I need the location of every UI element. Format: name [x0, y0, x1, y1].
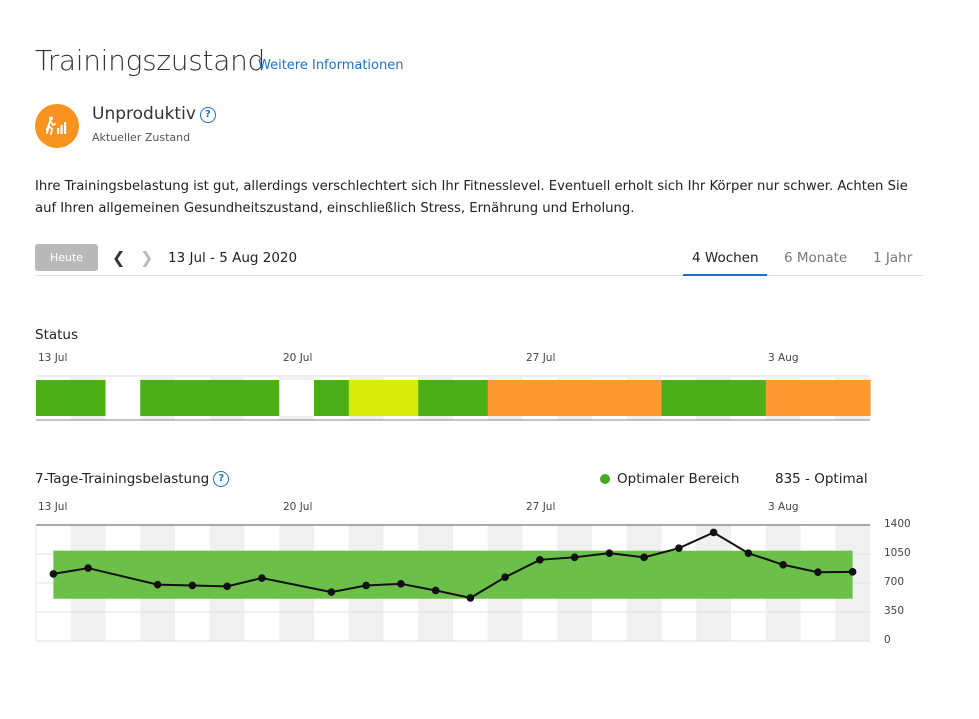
load-chart-label: 7-Tage-Trainingsbelastung? — [35, 471, 230, 487]
status-chart-label: Status — [35, 327, 79, 343]
y-tick-label: 700 — [884, 576, 905, 588]
status-day-bar — [36, 380, 72, 416]
load-week-label: 13 Jul — [38, 501, 68, 513]
y-tick-label: 0 — [884, 634, 891, 646]
status-subtitle: Aktueller Zustand — [92, 131, 191, 144]
status-day-bar — [731, 380, 767, 416]
legend-optimal-dot — [600, 474, 610, 484]
load-data-point — [605, 549, 614, 557]
status-day-bar — [70, 380, 107, 416]
status-day-bar — [418, 380, 454, 416]
status-day-bar — [140, 380, 176, 416]
y-tick-label: 1400 — [884, 518, 911, 530]
load-data-point — [779, 560, 787, 569]
load-data-point — [153, 580, 162, 589]
load-data-point — [848, 568, 857, 576]
status-day-bar — [348, 380, 385, 416]
running-person-bars-icon — [46, 116, 67, 135]
status-name-text: Unproduktiv — [92, 104, 196, 124]
today-button[interactable]: Heute — [35, 244, 98, 271]
load-data-point — [744, 549, 753, 557]
load-data-point — [814, 568, 822, 577]
status-day-bar — [800, 380, 836, 416]
status-name: Unproduktiv? — [92, 104, 216, 124]
status-description: Ihre Trainingsbelastung ist gut, allerdi… — [35, 179, 908, 216]
help-icon[interactable]: ? — [213, 471, 230, 487]
load-data-point — [49, 570, 58, 578]
load-data-point — [431, 586, 440, 595]
more-info-link[interactable]: Weitere Informationen — [258, 58, 404, 73]
load-data-point — [223, 582, 231, 591]
load-data-point — [570, 553, 579, 562]
status-day-bar — [592, 380, 628, 416]
status-day-bar — [244, 380, 280, 416]
tab-4-weeks[interactable]: 4 Wochen — [692, 250, 759, 266]
load-data-point — [84, 564, 92, 572]
status-day-bar — [835, 380, 871, 416]
load-data-point — [362, 581, 370, 590]
load-data-point — [501, 573, 509, 581]
load-data-point — [640, 553, 648, 562]
date-range: 13 Jul - 5 Aug 2020 — [168, 250, 298, 266]
chevron-left-icon[interactable]: ❮ — [112, 248, 126, 267]
status-day-bar — [522, 380, 558, 416]
load-series-line — [53, 531, 853, 599]
status-week-label: 13 Jul — [38, 352, 68, 364]
active-tab-indicator — [683, 274, 767, 276]
status-week-label: 27 Jul — [526, 352, 556, 364]
load-data-point — [536, 556, 544, 564]
status-week-label: 20 Jul — [283, 352, 313, 364]
status-day-bar — [487, 380, 524, 416]
status-day-bar — [105, 380, 141, 416]
load-data-point — [188, 581, 197, 590]
load-chart-label-text: 7-Tage-Trainingsbelastung — [35, 471, 210, 487]
load-data-point — [466, 594, 475, 602]
status-week-label: 3 Aug — [768, 352, 799, 364]
load-data-point — [397, 580, 405, 588]
load-data-point — [258, 574, 266, 582]
status-badge — [35, 104, 79, 148]
tab-1-year[interactable]: 1 Jahr — [873, 250, 913, 266]
status-day-bar — [279, 380, 315, 416]
page-title: Trainingszustand — [35, 44, 265, 77]
help-icon[interactable]: ? — [199, 107, 216, 123]
status-day-bar — [557, 380, 593, 416]
load-data-point — [327, 588, 336, 596]
status-day-bar — [209, 380, 246, 416]
status-day-bar — [453, 380, 489, 416]
y-tick-label: 1050 — [884, 547, 911, 559]
status-day-bar — [661, 380, 697, 416]
status-day-bar — [626, 380, 663, 416]
status-day-bar — [765, 380, 802, 416]
status-day-bar — [696, 380, 732, 416]
load-data-point — [675, 544, 683, 552]
optimal-range-band — [53, 550, 853, 599]
status-day-bar — [383, 380, 419, 416]
load-week-label: 20 Jul — [283, 501, 313, 513]
chevron-right-icon[interactable]: ❯ — [140, 248, 154, 267]
load-week-label: 3 Aug — [768, 501, 799, 513]
tab-6-months[interactable]: 6 Monate — [784, 250, 848, 266]
status-day-bar — [175, 380, 211, 416]
load-week-label: 27 Jul — [526, 501, 556, 513]
status-day-bar — [314, 380, 350, 416]
current-load-value: 835 - Optimal — [775, 471, 868, 487]
toolbar-divider — [35, 275, 923, 276]
y-tick-label: 350 — [884, 605, 905, 617]
load-data-point — [709, 528, 718, 537]
legend-optimal-label: Optimaler Bereich — [617, 471, 740, 487]
